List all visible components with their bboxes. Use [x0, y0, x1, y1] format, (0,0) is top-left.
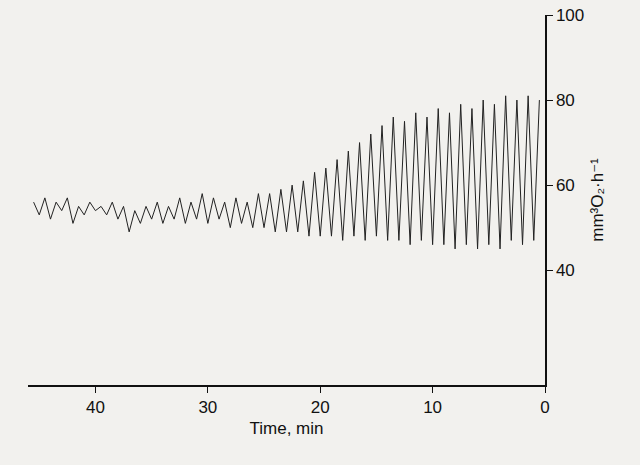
svg-text:mm³O₂·h⁻¹: mm³O₂·h⁻¹ [588, 158, 607, 242]
svg-text:40: 40 [556, 261, 575, 280]
svg-text:60: 60 [556, 176, 575, 195]
svg-text:30: 30 [198, 398, 217, 417]
svg-text:Time, min: Time, min [250, 419, 324, 438]
svg-text:40: 40 [86, 398, 105, 417]
svg-text:80: 80 [556, 91, 575, 110]
svg-text:20: 20 [311, 398, 330, 417]
svg-text:100: 100 [556, 6, 584, 25]
svg-text:10: 10 [423, 398, 442, 417]
svg-text:0: 0 [540, 398, 549, 417]
